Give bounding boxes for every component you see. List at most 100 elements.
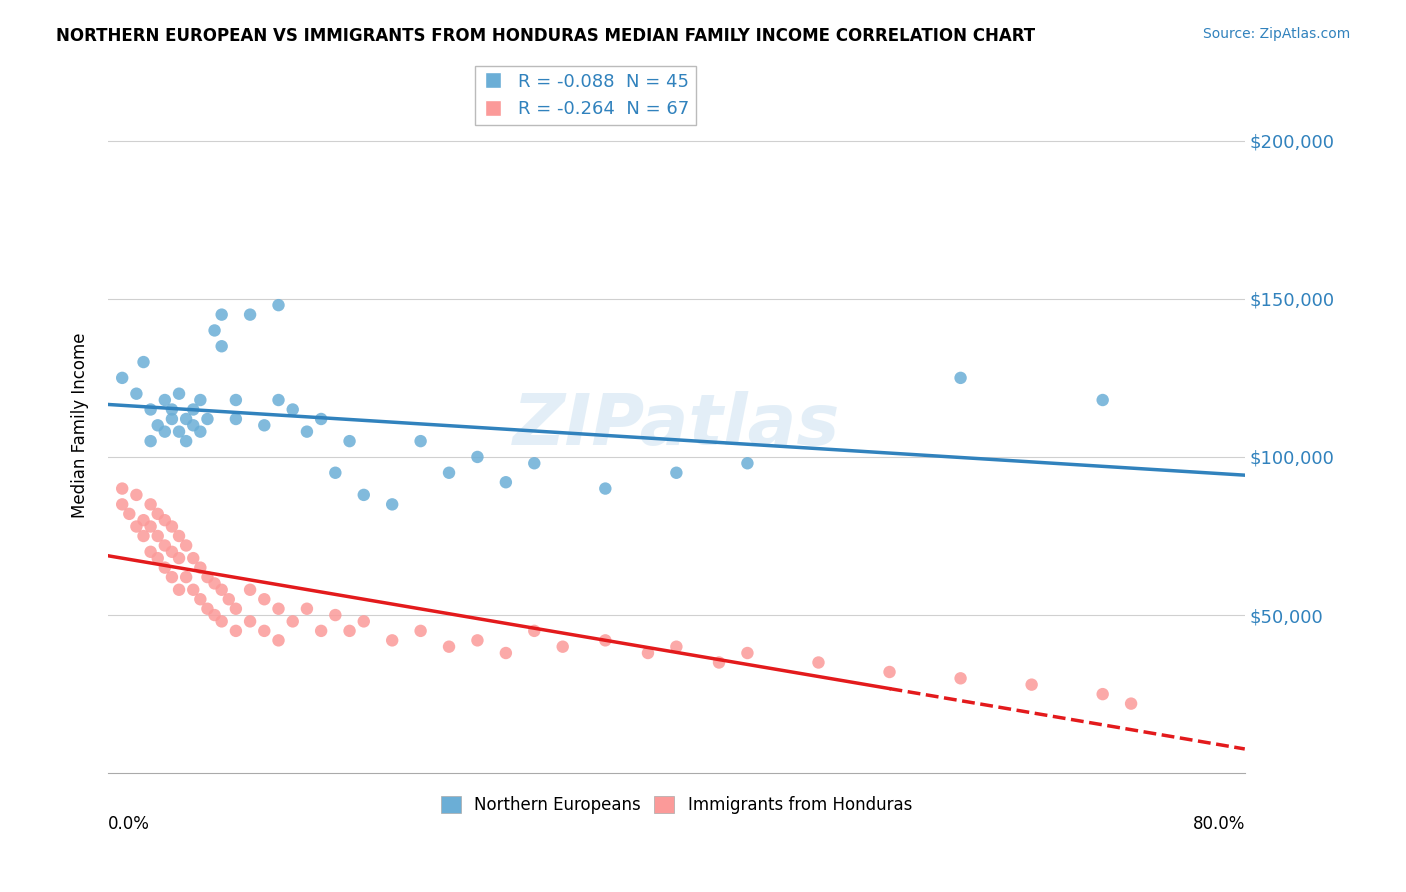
Point [153,392,176,407]
Point [139,545,162,559]
Point [1119,697,1142,711]
Point [1091,392,1114,407]
Point [111,371,134,385]
Point [225,624,247,638]
Point [211,308,233,322]
Point [949,671,972,685]
Point [181,418,204,433]
Point [153,539,176,553]
Point [197,570,219,584]
Point [125,488,148,502]
Point [132,529,155,543]
Point [1021,678,1043,692]
Point [437,640,460,654]
Point [153,425,176,439]
Point [188,592,211,607]
Point [153,513,176,527]
Point [239,308,262,322]
Point [167,551,190,566]
Point [495,646,517,660]
Point [167,425,190,439]
Point [949,371,972,385]
Point [174,570,197,584]
Point [225,392,247,407]
Point [160,412,183,426]
Point [267,392,290,407]
Point [188,425,211,439]
Point [595,482,617,496]
Point [174,412,197,426]
Point [309,624,332,638]
Point [132,513,155,527]
Point [160,570,183,584]
Text: 80.0%: 80.0% [1192,815,1244,833]
Point [139,519,162,533]
Point [225,412,247,426]
Text: NORTHERN EUROPEAN VS IMMIGRANTS FROM HONDURAS MEDIAN FAMILY INCOME CORRELATION C: NORTHERN EUROPEAN VS IMMIGRANTS FROM HON… [56,27,1035,45]
Point [339,434,361,449]
Point [174,539,197,553]
Point [181,551,204,566]
Point [211,615,233,629]
Point [267,298,290,312]
Point [281,615,304,629]
Text: ZIPatlas: ZIPatlas [513,391,839,459]
Point [125,519,148,533]
Point [381,497,404,511]
Point [139,402,162,417]
Text: 0.0%: 0.0% [108,815,150,833]
Point [174,434,197,449]
Point [111,497,134,511]
Point [665,466,688,480]
Point [160,545,183,559]
Point [225,601,247,615]
Point [295,425,318,439]
Point [879,665,901,679]
Point [125,386,148,401]
Point [339,624,361,638]
Point [281,402,304,417]
Point [409,434,432,449]
Point [139,497,162,511]
Point [353,488,375,502]
Point [204,323,226,337]
Point [495,475,517,490]
Point [253,418,276,433]
Point [181,402,204,417]
Point [146,507,169,521]
Point [253,592,276,607]
Point [707,656,730,670]
Point [325,466,347,480]
Point [239,582,262,597]
Point [146,418,169,433]
Point [160,402,183,417]
Text: Source: ZipAtlas.com: Source: ZipAtlas.com [1202,27,1350,41]
Point [551,640,574,654]
Point [253,624,276,638]
Point [139,434,162,449]
Point [188,392,211,407]
Point [111,482,134,496]
Point [132,355,155,369]
Point [239,615,262,629]
Point [467,633,489,648]
Point [267,633,290,648]
Point [146,551,169,566]
Point [188,560,211,574]
Point [381,633,404,648]
Legend: Northern Europeans, Immigrants from Honduras: Northern Europeans, Immigrants from Hond… [434,789,918,821]
Point [118,507,141,521]
Point [595,633,617,648]
Point [181,582,204,597]
Point [467,450,489,464]
Point [437,466,460,480]
Point [807,656,830,670]
Point [523,624,546,638]
Point [409,624,432,638]
Point [309,412,332,426]
Point [353,615,375,629]
Point [211,582,233,597]
Point [295,601,318,615]
Point [665,640,688,654]
Point [325,608,347,623]
